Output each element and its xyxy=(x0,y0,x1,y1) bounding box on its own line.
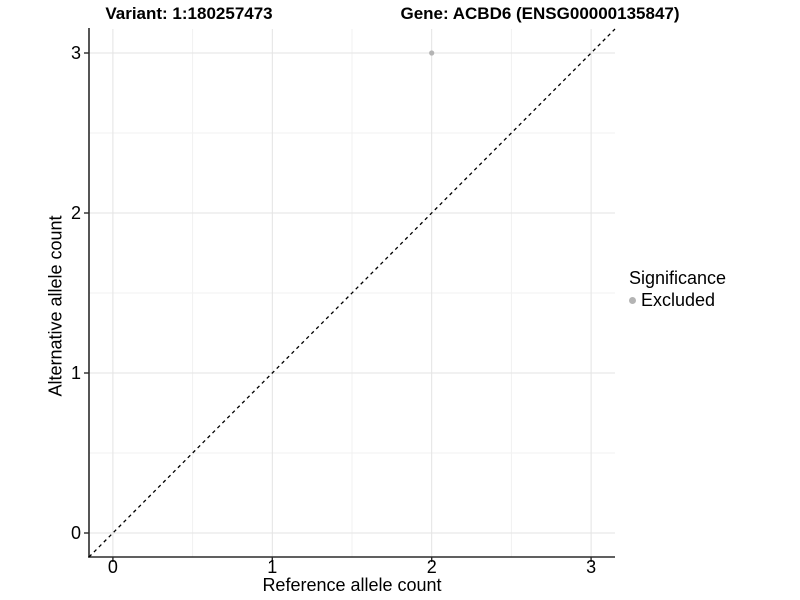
x-tick-label: 1 xyxy=(267,557,277,577)
legend-title: Significance xyxy=(629,268,727,288)
y-tick-label: 1 xyxy=(71,363,81,383)
x-tick-label: 2 xyxy=(427,557,437,577)
y-tick-label: 3 xyxy=(71,43,81,63)
legend: Significance Excluded xyxy=(629,267,726,311)
gene-title: Gene: ACBD6 (ENSG00000135847) xyxy=(400,4,680,23)
legend-point-icon xyxy=(629,296,636,304)
y-tick-label: 2 xyxy=(71,203,81,223)
variant-title: Variant: 1:180257473 xyxy=(105,4,273,23)
y-axis-title: Alternative allele count xyxy=(45,215,66,397)
y-tick-label: 0 xyxy=(71,523,81,543)
legend-entry-label: Excluded xyxy=(641,290,716,310)
x-tick-label: 3 xyxy=(586,557,596,577)
identity-line xyxy=(88,28,616,558)
legend-entry: Excluded xyxy=(629,289,726,311)
data-point xyxy=(429,50,435,56)
x-axis-title: Reference allele count xyxy=(262,575,442,595)
x-tick-label: 0 xyxy=(108,557,118,577)
